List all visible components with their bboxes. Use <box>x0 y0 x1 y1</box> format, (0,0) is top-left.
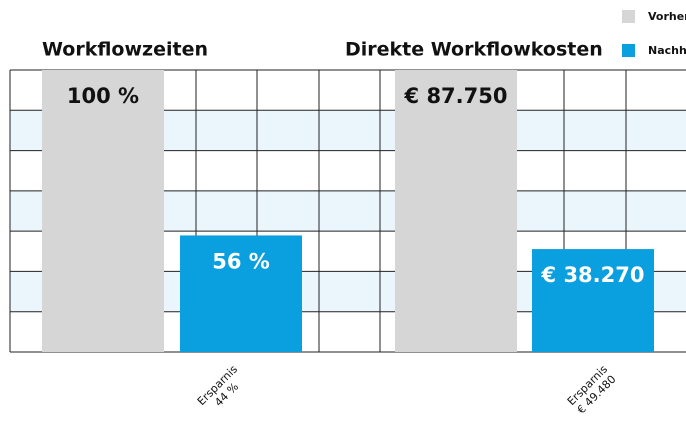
value-label: € 38.270 <box>541 263 645 287</box>
chart-title: Workflowzeiten <box>42 39 208 61</box>
chart-title: Direkte Workflowkosten <box>345 39 603 61</box>
value-label: 100 % <box>67 84 139 108</box>
value-label: € 87.750 <box>404 84 508 108</box>
bar <box>180 235 302 352</box>
bar <box>42 70 164 352</box>
legend-swatch <box>622 44 635 57</box>
value-label: 56 % <box>212 249 270 273</box>
bar <box>395 70 517 352</box>
legend-swatch <box>622 10 635 23</box>
legend-label: Nachher <box>648 44 686 57</box>
bar <box>532 249 654 352</box>
legend-label: Vorher <box>648 10 686 23</box>
annotation: Ersparnis€ 49.480 <box>565 363 619 417</box>
